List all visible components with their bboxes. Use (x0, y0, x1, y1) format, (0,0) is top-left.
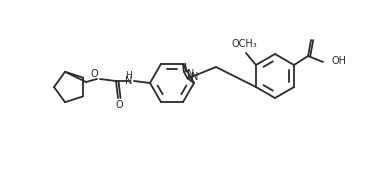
Text: OCH₃: OCH₃ (231, 39, 257, 49)
Text: O: O (90, 69, 98, 79)
Text: H: H (124, 71, 131, 80)
Text: O: O (115, 100, 123, 110)
Text: N: N (191, 72, 199, 82)
Text: OH: OH (331, 56, 346, 66)
Text: N: N (187, 69, 194, 79)
Text: N: N (124, 76, 132, 86)
